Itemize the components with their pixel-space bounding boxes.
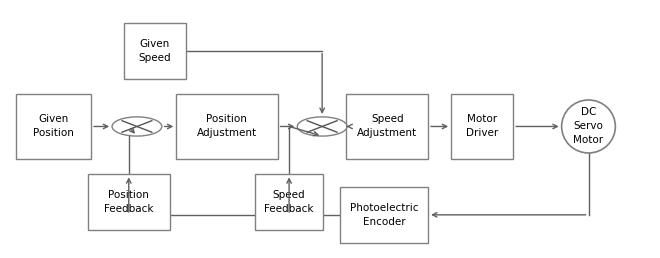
FancyBboxPatch shape bbox=[255, 174, 323, 230]
FancyBboxPatch shape bbox=[88, 174, 170, 230]
Text: DC
Servo
Motor: DC Servo Motor bbox=[574, 108, 603, 146]
Circle shape bbox=[112, 117, 162, 136]
Text: Motor
Driver: Motor Driver bbox=[466, 115, 498, 139]
FancyBboxPatch shape bbox=[124, 23, 186, 78]
Ellipse shape bbox=[562, 100, 615, 153]
FancyBboxPatch shape bbox=[346, 94, 428, 159]
Text: Position
Adjustment: Position Adjustment bbox=[197, 115, 257, 139]
Text: Given
Speed: Given Speed bbox=[139, 39, 171, 63]
Text: Given
Position: Given Position bbox=[33, 115, 74, 139]
Text: Speed
Adjustment: Speed Adjustment bbox=[357, 115, 417, 139]
FancyBboxPatch shape bbox=[340, 187, 428, 243]
Text: Speed
Feedback: Speed Feedback bbox=[265, 190, 314, 214]
Circle shape bbox=[297, 117, 347, 136]
FancyBboxPatch shape bbox=[176, 94, 278, 159]
Text: Photoelectric
Encoder: Photoelectric Encoder bbox=[350, 203, 418, 227]
Text: Position
Feedback: Position Feedback bbox=[104, 190, 154, 214]
FancyBboxPatch shape bbox=[451, 94, 513, 159]
FancyBboxPatch shape bbox=[16, 94, 91, 159]
